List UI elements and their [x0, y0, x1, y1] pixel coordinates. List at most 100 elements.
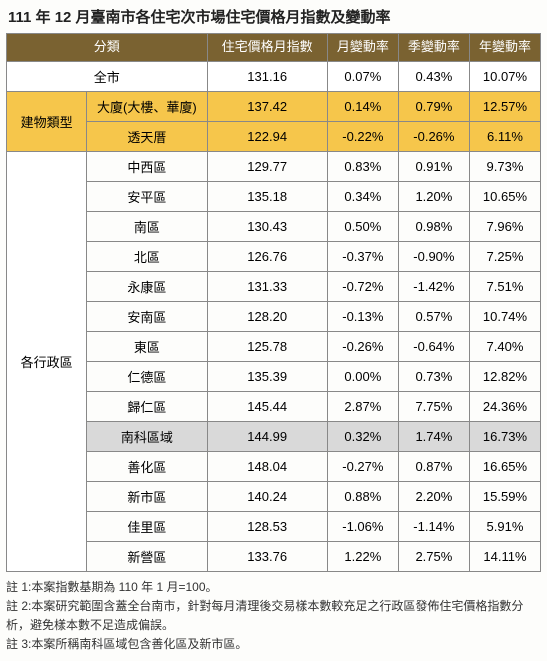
cell-index: 133.76	[207, 541, 327, 571]
cell-y: 16.65%	[469, 451, 540, 481]
cell-m: 0.34%	[327, 181, 398, 211]
cell-m: -0.13%	[327, 301, 398, 331]
page-title: 111 年 12 月臺南市各住宅次市場住宅價格月指數及變動率	[8, 6, 541, 27]
cell-q: -0.26%	[398, 121, 469, 151]
cell-y: 10.65%	[469, 181, 540, 211]
cell-y: 14.11%	[469, 541, 540, 571]
cell-y: 10.74%	[469, 301, 540, 331]
cell-q: 0.87%	[398, 451, 469, 481]
cell-index: 135.18	[207, 181, 327, 211]
cell-m: -0.72%	[327, 271, 398, 301]
cell-index: 137.42	[207, 91, 327, 121]
city-index: 131.16	[207, 61, 327, 91]
cell-m: 0.50%	[327, 211, 398, 241]
cell-index: 144.99	[207, 421, 327, 451]
city-m: 0.07%	[327, 61, 398, 91]
cell-q: -0.90%	[398, 241, 469, 271]
cell-y: 7.51%	[469, 271, 540, 301]
cell-index: 126.76	[207, 241, 327, 271]
note-line: 註 1:本案指數基期為 110 年 1 月=100。	[6, 578, 541, 597]
city-q: 0.43%	[398, 61, 469, 91]
cell-q: 1.20%	[398, 181, 469, 211]
cell-label: 佳里區	[87, 511, 207, 541]
cell-index: 130.43	[207, 211, 327, 241]
cell-label: 歸仁區	[87, 391, 207, 421]
cell-index: 128.53	[207, 511, 327, 541]
cell-label: 永康區	[87, 271, 207, 301]
cell-y: 7.40%	[469, 331, 540, 361]
row-district: 佳里區128.53-1.06%-1.14%5.91%	[7, 511, 541, 541]
row-district: 新營區133.761.22%2.75%14.11%	[7, 541, 541, 571]
cell-label: 北區	[87, 241, 207, 271]
row-building-type: 建物類型大廈(大樓、華廈)137.420.14%0.79%12.57%	[7, 91, 541, 121]
cell-q: 2.75%	[398, 541, 469, 571]
price-index-table: 分類 住宅價格月指數 月變動率 季變動率 年變動率 全市 131.16 0.07…	[6, 33, 541, 572]
notes: 註 1:本案指數基期為 110 年 1 月=100。註 2:本案研究範圍含蓋全台…	[6, 578, 541, 655]
cell-m: 0.00%	[327, 361, 398, 391]
header-index: 住宅價格月指數	[207, 34, 327, 62]
header-row: 分類 住宅價格月指數 月變動率 季變動率 年變動率	[7, 34, 541, 62]
row-district: 新市區140.240.88%2.20%15.59%	[7, 481, 541, 511]
cell-index: 135.39	[207, 361, 327, 391]
cell-y: 9.73%	[469, 151, 540, 181]
cell-label: 新市區	[87, 481, 207, 511]
cell-m: 0.88%	[327, 481, 398, 511]
cell-y: 24.36%	[469, 391, 540, 421]
cell-label: 中西區	[87, 151, 207, 181]
cell-index: 125.78	[207, 331, 327, 361]
cell-q: 0.91%	[398, 151, 469, 181]
cell-q: 1.74%	[398, 421, 469, 451]
cell-index: 122.94	[207, 121, 327, 151]
cell-index: 129.77	[207, 151, 327, 181]
cell-index: 131.33	[207, 271, 327, 301]
cell-y: 16.73%	[469, 421, 540, 451]
cell-y: 15.59%	[469, 481, 540, 511]
cell-q: -1.42%	[398, 271, 469, 301]
cell-label: 東區	[87, 331, 207, 361]
city-y: 10.07%	[469, 61, 540, 91]
cell-q: 0.73%	[398, 361, 469, 391]
cell-q: -1.14%	[398, 511, 469, 541]
cell-y: 7.96%	[469, 211, 540, 241]
cell-label: 新營區	[87, 541, 207, 571]
cell-m: -0.27%	[327, 451, 398, 481]
note-line: 註 3:本案所稱南科區域包含善化區及新市區。	[6, 635, 541, 654]
row-district: 各行政區中西區129.770.83%0.91%9.73%	[7, 151, 541, 181]
cell-y: 12.57%	[469, 91, 540, 121]
cell-label: 南區	[87, 211, 207, 241]
row-district: 南科區域144.990.32%1.74%16.73%	[7, 421, 541, 451]
cell-m: 0.83%	[327, 151, 398, 181]
cell-index: 140.24	[207, 481, 327, 511]
row-district: 北區126.76-0.37%-0.90%7.25%	[7, 241, 541, 271]
cell-q: 7.75%	[398, 391, 469, 421]
cell-m: 2.87%	[327, 391, 398, 421]
cell-q: 0.98%	[398, 211, 469, 241]
cell-label: 仁德區	[87, 361, 207, 391]
cell-m: 0.32%	[327, 421, 398, 451]
cell-q: -0.64%	[398, 331, 469, 361]
cell-m: -0.22%	[327, 121, 398, 151]
cell-y: 12.82%	[469, 361, 540, 391]
cell-m: 0.14%	[327, 91, 398, 121]
row-city: 全市 131.16 0.07% 0.43% 10.07%	[7, 61, 541, 91]
cell-label: 善化區	[87, 451, 207, 481]
row-district: 歸仁區145.442.87%7.75%24.36%	[7, 391, 541, 421]
header-month: 月變動率	[327, 34, 398, 62]
row-district: 安平區135.180.34%1.20%10.65%	[7, 181, 541, 211]
cell-y: 5.91%	[469, 511, 540, 541]
side-districts: 各行政區	[7, 151, 87, 571]
header-category: 分類	[7, 34, 208, 62]
note-line: 註 2:本案研究範圍含蓋全台南市，針對每月清理後交易樣本數較充足之行政區發佈住宅…	[6, 597, 541, 635]
cell-q: 0.79%	[398, 91, 469, 121]
cell-label: 安平區	[87, 181, 207, 211]
row-district: 東區125.78-0.26%-0.64%7.40%	[7, 331, 541, 361]
cell-y: 7.25%	[469, 241, 540, 271]
cell-index: 128.20	[207, 301, 327, 331]
cell-m: -1.06%	[327, 511, 398, 541]
cell-q: 0.57%	[398, 301, 469, 331]
cell-m: -0.26%	[327, 331, 398, 361]
header-quarter: 季變動率	[398, 34, 469, 62]
row-district: 南區130.430.50%0.98%7.96%	[7, 211, 541, 241]
row-district: 善化區148.04-0.27%0.87%16.65%	[7, 451, 541, 481]
header-year: 年變動率	[469, 34, 540, 62]
